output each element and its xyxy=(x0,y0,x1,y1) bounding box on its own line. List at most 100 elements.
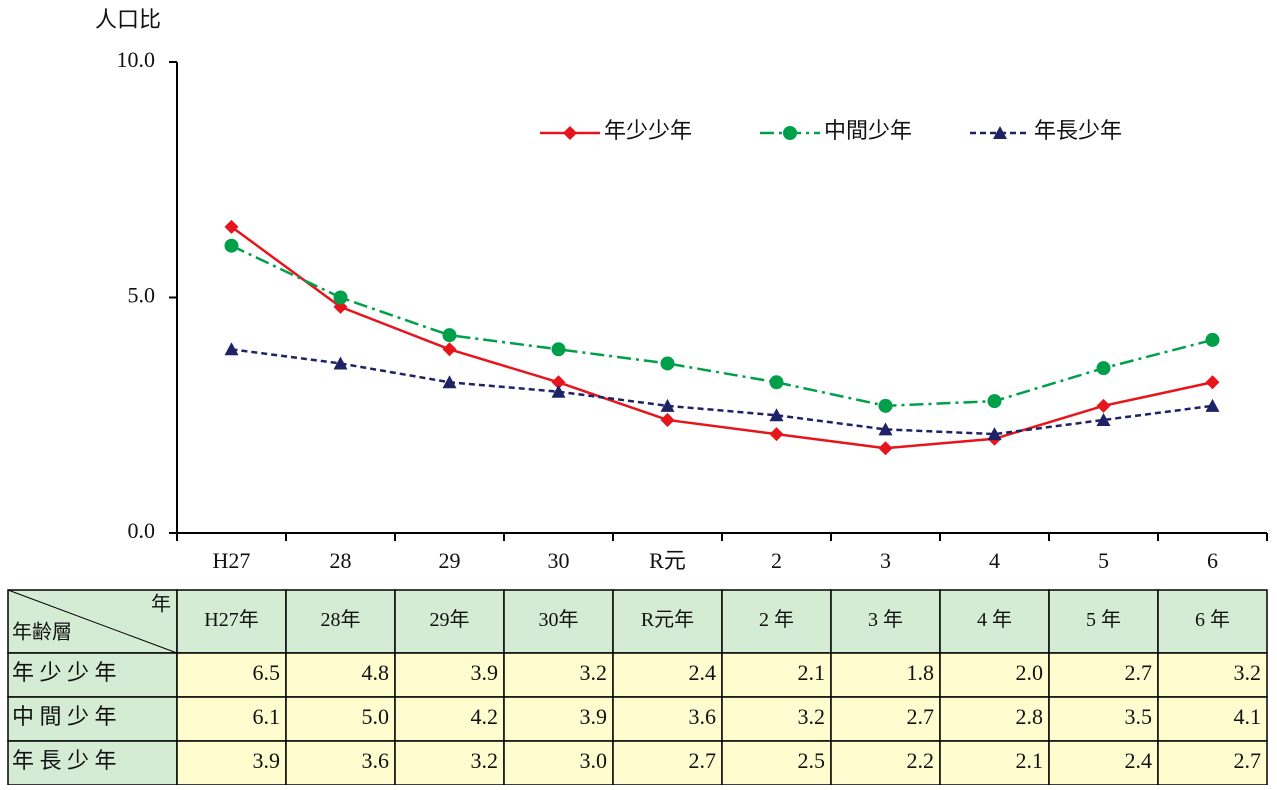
table-value: 3.2 xyxy=(471,748,499,773)
table-value: 2.4 xyxy=(689,660,717,685)
table-cell xyxy=(1157,740,1268,786)
y-tick-label: 10.0 xyxy=(117,47,156,72)
table-cell xyxy=(1048,696,1159,742)
table-value: 5.0 xyxy=(362,704,390,729)
marker xyxy=(224,238,239,253)
table-header: 29年 xyxy=(430,608,470,631)
marker xyxy=(783,126,797,140)
table-header-cell xyxy=(503,589,614,654)
table-header-cell xyxy=(1048,589,1159,654)
table-value: 2.1 xyxy=(798,660,826,685)
table-value: 2.8 xyxy=(1016,704,1044,729)
marker xyxy=(224,342,239,356)
table-value: 2.2 xyxy=(907,748,935,773)
table-value: 2.7 xyxy=(1125,660,1153,685)
marker xyxy=(769,375,784,390)
table-header-cell xyxy=(612,589,723,654)
table-cell xyxy=(285,740,396,786)
table-cell xyxy=(503,740,614,786)
table-row-header-cell xyxy=(7,696,178,742)
y-axis-label: 人口比 xyxy=(95,7,161,32)
marker xyxy=(333,356,348,370)
table-value: 3.5 xyxy=(1125,704,1153,729)
table-header-cell xyxy=(394,589,505,654)
series-line xyxy=(230,225,1213,450)
marker xyxy=(333,290,348,305)
series-line xyxy=(231,348,1213,436)
marker xyxy=(878,398,893,413)
table-cell xyxy=(394,696,505,742)
marker xyxy=(769,408,784,422)
table-value: 1.8 xyxy=(907,660,935,685)
legend-label: 年長少年 xyxy=(1034,118,1122,143)
table-value: 4.1 xyxy=(1234,704,1262,729)
x-tick-label: H27 xyxy=(213,548,251,573)
marker xyxy=(1205,375,1220,390)
table-value: 3.0 xyxy=(580,748,608,773)
marker xyxy=(551,384,566,398)
table-value: 4.8 xyxy=(362,660,390,685)
table-value: 3.2 xyxy=(580,660,608,685)
table-row-header-cell xyxy=(7,740,178,786)
marker xyxy=(551,342,566,357)
marker xyxy=(1096,361,1111,376)
table-row-label: 年 少 少 年 xyxy=(12,660,117,685)
marker xyxy=(563,126,577,140)
table-corner-bottom: 年齢層 xyxy=(12,621,72,644)
table-value: 2.4 xyxy=(1125,748,1153,773)
marker xyxy=(987,427,1002,441)
table-value: 3.2 xyxy=(798,704,826,729)
legend-label: 中間少年 xyxy=(824,118,912,143)
marker xyxy=(442,328,457,343)
marker xyxy=(769,427,784,442)
marker xyxy=(1205,398,1220,412)
marker xyxy=(878,441,893,456)
corner-diagonal xyxy=(7,589,178,654)
x-tick-label: R元 xyxy=(649,548,686,573)
table-value: 2.7 xyxy=(907,704,935,729)
table-header: 6 年 xyxy=(1195,608,1230,631)
table-value: 3.9 xyxy=(580,704,608,729)
x-tick-label: 28 xyxy=(330,548,352,573)
table-cell xyxy=(176,740,287,786)
table-value: 6.5 xyxy=(253,660,281,685)
table-header: H27年 xyxy=(204,608,258,631)
table-header-cell xyxy=(1157,589,1268,654)
table-header-cell xyxy=(721,589,832,654)
table-row-label: 中 間 少 年 xyxy=(12,704,117,729)
marker xyxy=(660,356,675,371)
x-tick-label: 6 xyxy=(1207,548,1218,573)
x-tick-label: 3 xyxy=(880,548,891,573)
table-value: 3.6 xyxy=(689,704,717,729)
table-value: 4.2 xyxy=(471,704,499,729)
marker xyxy=(1205,332,1220,347)
table-value: 3.6 xyxy=(362,748,390,773)
marker xyxy=(878,422,893,436)
series-line xyxy=(230,244,1213,408)
table-cell xyxy=(503,652,614,698)
table-value: 2.1 xyxy=(1016,748,1044,773)
x-tick-label: 2 xyxy=(771,548,782,573)
x-tick-label: 30 xyxy=(548,548,570,573)
table-cell xyxy=(1048,652,1159,698)
table-cell xyxy=(830,696,941,742)
table-value: 2.7 xyxy=(1234,748,1262,773)
table-header: 5 年 xyxy=(1086,608,1121,631)
marker xyxy=(660,398,675,412)
marker xyxy=(442,375,457,389)
table-value: 2.0 xyxy=(1016,660,1044,685)
table-header-cell xyxy=(830,589,941,654)
table-row-label: 年 長 少 年 xyxy=(12,748,117,773)
table-value: 3.9 xyxy=(471,660,499,685)
table-cell xyxy=(285,696,396,742)
table-header: 28年 xyxy=(321,608,361,631)
marker xyxy=(993,126,1007,139)
table-cell xyxy=(721,696,832,742)
table-cell xyxy=(721,740,832,786)
marker xyxy=(224,219,239,234)
table-header: 30年 xyxy=(539,608,579,631)
table-value: 6.1 xyxy=(253,704,281,729)
marker xyxy=(1096,412,1111,426)
